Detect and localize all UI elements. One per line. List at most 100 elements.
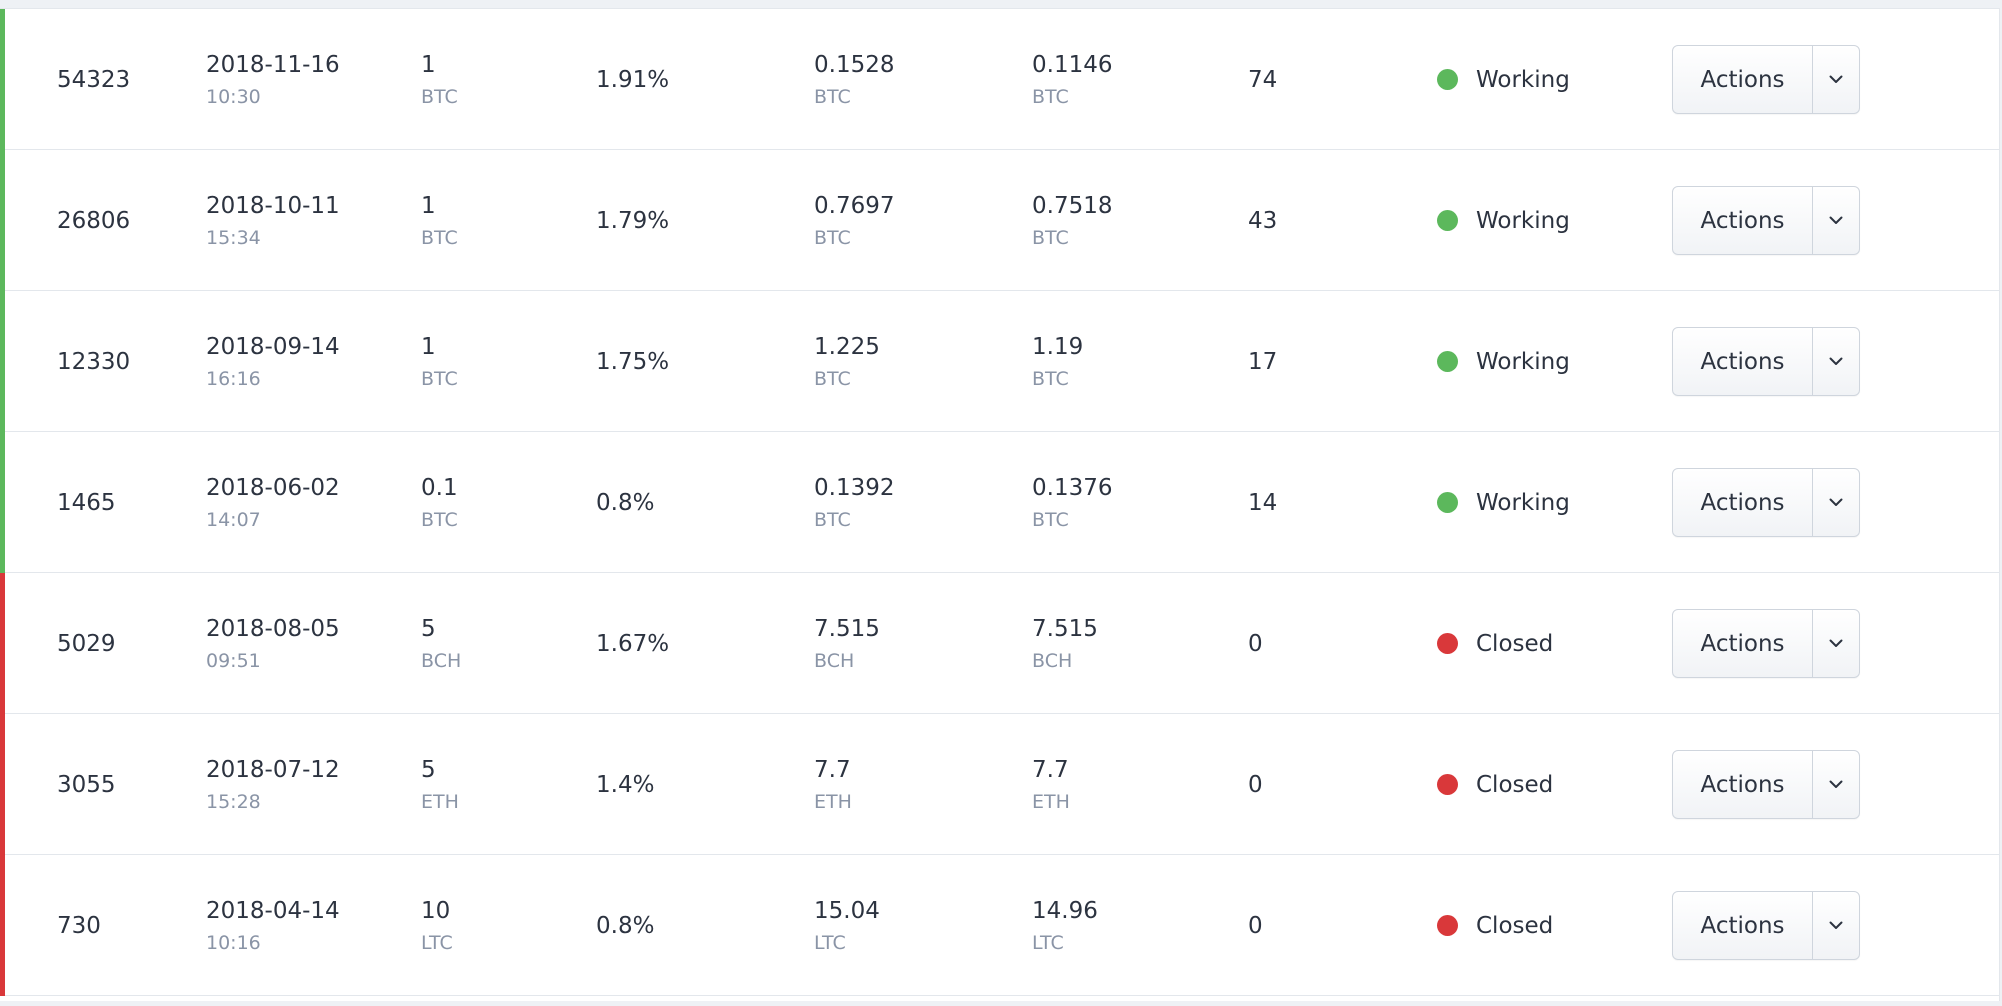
value2-currency: BCH	[1032, 649, 1073, 672]
actions-button-group: Actions	[1672, 891, 1860, 960]
rate-value: 1.91%	[596, 66, 670, 93]
order-date: 2018-07-12	[206, 756, 340, 783]
table-row: 54323 2018-11-16 10:30 1 BTC 1.91% 0.152…	[0, 9, 1999, 150]
actions-button-group: Actions	[1672, 327, 1860, 396]
count-cell: 0	[1248, 714, 1263, 855]
status-dot-icon	[1437, 633, 1458, 654]
status-label: Closed	[1476, 771, 1554, 798]
value1-amount: 0.7697	[814, 192, 895, 219]
actions-dropdown-toggle[interactable]	[1813, 610, 1859, 677]
order-id-cell: 54323	[57, 9, 130, 150]
status-cell: Closed	[1437, 573, 1553, 714]
value2-cell: 0.1146 BTC	[1032, 9, 1112, 150]
status-cell: Working	[1437, 150, 1570, 291]
amount-cell: 0.1 BTC	[421, 432, 458, 573]
table-row: 5029 2018-08-05 09:51 5 BCH 1.67% 7.515 …	[0, 573, 1999, 714]
actions-dropdown-toggle[interactable]	[1813, 892, 1859, 959]
rate-cell: 1.79%	[596, 150, 669, 291]
rate-cell: 1.4%	[596, 714, 654, 855]
amount-value: 1	[421, 333, 436, 360]
actions-cell: Actions	[1672, 714, 1860, 855]
actions-button-group: Actions	[1672, 609, 1860, 678]
actions-dropdown-toggle[interactable]	[1813, 469, 1859, 536]
count-value: 0	[1248, 630, 1263, 657]
actions-dropdown-toggle[interactable]	[1813, 328, 1859, 395]
order-date: 2018-10-11	[206, 192, 340, 219]
amount-value: 0.1	[421, 474, 458, 501]
count-value: 43	[1248, 207, 1278, 234]
value2-cell: 7.7 ETH	[1032, 714, 1070, 855]
amount-value: 1	[421, 51, 436, 78]
actions-button[interactable]: Actions	[1673, 187, 1813, 254]
amount-cell: 1 BTC	[421, 291, 458, 432]
value1-currency: BTC	[814, 367, 851, 390]
amount-value: 5	[421, 615, 436, 642]
value1-cell: 15.04 LTC	[814, 855, 880, 996]
amount-cell: 10 LTC	[421, 855, 453, 996]
rate-cell: 0.8%	[596, 432, 654, 573]
count-value: 74	[1248, 66, 1278, 93]
count-value: 17	[1248, 348, 1278, 375]
value1-currency: BTC	[814, 226, 851, 249]
value2-currency: BTC	[1032, 367, 1069, 390]
order-id: 1465	[57, 489, 116, 516]
status-indicator-bar	[0, 9, 5, 150]
date-cell: 2018-06-02 14:07	[206, 432, 340, 573]
status-cell: Closed	[1437, 855, 1553, 996]
actions-button-group: Actions	[1672, 750, 1860, 819]
count-value: 14	[1248, 489, 1278, 516]
value2-amount: 7.515	[1032, 615, 1098, 642]
order-id-cell: 5029	[57, 573, 116, 714]
amount-value: 1	[421, 192, 436, 219]
value1-amount: 15.04	[814, 897, 880, 924]
status-indicator-bar	[0, 291, 5, 432]
value2-amount: 0.1376	[1032, 474, 1113, 501]
date-cell: 2018-10-11 15:34	[206, 150, 340, 291]
count-cell: 0	[1248, 855, 1263, 996]
count-value: 0	[1248, 912, 1263, 939]
order-date: 2018-04-14	[206, 897, 340, 924]
value1-currency: BTC	[814, 508, 851, 531]
actions-button[interactable]: Actions	[1673, 892, 1813, 959]
order-id-cell: 26806	[57, 150, 130, 291]
actions-cell: Actions	[1672, 291, 1860, 432]
status-indicator-bar	[0, 432, 5, 573]
actions-cell: Actions	[1672, 432, 1860, 573]
value1-currency: BCH	[814, 649, 855, 672]
actions-dropdown-toggle[interactable]	[1813, 751, 1859, 818]
value2-currency: BTC	[1032, 226, 1069, 249]
value1-cell: 0.1392 BTC	[814, 432, 894, 573]
actions-dropdown-toggle[interactable]	[1813, 187, 1859, 254]
table-row: 1465 2018-06-02 14:07 0.1 BTC 0.8% 0.139…	[0, 432, 1999, 573]
amount-currency: ETH	[421, 790, 459, 813]
actions-button[interactable]: Actions	[1673, 751, 1813, 818]
order-id-cell: 1465	[57, 432, 116, 573]
actions-button[interactable]: Actions	[1673, 46, 1813, 113]
value1-currency: LTC	[814, 931, 846, 954]
date-cell: 2018-04-14 10:16	[206, 855, 340, 996]
order-time: 15:28	[206, 790, 261, 813]
actions-dropdown-toggle[interactable]	[1813, 46, 1859, 113]
value1-amount: 7.515	[814, 615, 880, 642]
actions-button[interactable]: Actions	[1673, 610, 1813, 677]
status-dot-icon	[1437, 915, 1458, 936]
value1-cell: 0.7697 BTC	[814, 150, 894, 291]
value2-currency: BTC	[1032, 508, 1069, 531]
status-label: Closed	[1476, 630, 1554, 657]
status-dot-icon	[1437, 492, 1458, 513]
value1-amount: 7.7	[814, 756, 851, 783]
table-row: 26806 2018-10-11 15:34 1 BTC 1.79% 0.769…	[0, 150, 1999, 291]
value2-amount: 7.7	[1032, 756, 1069, 783]
rate-cell: 1.75%	[596, 291, 669, 432]
status-label: Working	[1476, 348, 1570, 375]
order-id-cell: 12330	[57, 291, 130, 432]
status-dot-icon	[1437, 210, 1458, 231]
chevron-down-icon	[1829, 921, 1843, 929]
value1-cell: 1.225 BTC	[814, 291, 880, 432]
order-time: 16:16	[206, 367, 261, 390]
date-cell: 2018-09-14 16:16	[206, 291, 340, 432]
status-cell: Working	[1437, 432, 1570, 573]
chevron-down-icon	[1829, 357, 1843, 365]
actions-button[interactable]: Actions	[1673, 469, 1813, 536]
actions-button[interactable]: Actions	[1673, 328, 1813, 395]
